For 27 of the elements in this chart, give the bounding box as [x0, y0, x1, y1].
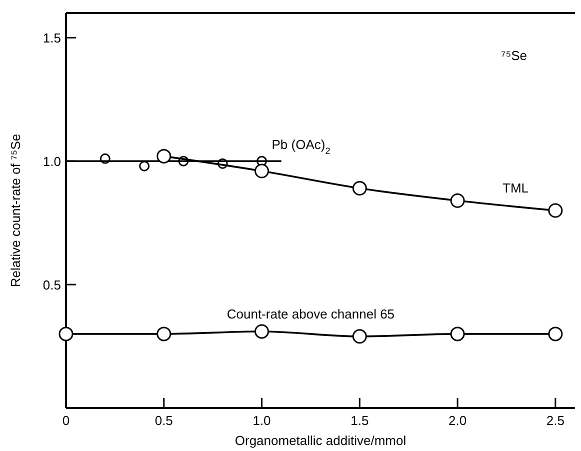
- point: [254, 324, 270, 339]
- point: [352, 181, 367, 196]
- x-tick-label: 1.5: [350, 413, 369, 428]
- point: [352, 329, 367, 344]
- x-tick-label: 0: [62, 413, 70, 428]
- y-axis-title: Relative count-rate of ⁷⁵Se: [8, 134, 23, 288]
- y-tick-label: 1.0: [42, 154, 61, 170]
- point: [254, 164, 270, 178]
- series-label: Pb (OAc)$_{2}$: [272, 137, 330, 156]
- annotation: ⁷⁵Se: [501, 48, 527, 63]
- y-tick-label: 0.5: [42, 278, 61, 293]
- point: [548, 326, 563, 342]
- point: [548, 203, 563, 218]
- point: [156, 326, 172, 342]
- x-tick-label: 2.0: [448, 413, 467, 428]
- x-tick-label: 0.5: [154, 413, 173, 428]
- point: [139, 160, 150, 172]
- x-tick-label: 2.5: [546, 413, 564, 428]
- series-label: TML: [502, 180, 529, 196]
- point: [156, 148, 172, 164]
- y-tick-label: 1.5: [42, 30, 61, 46]
- point: [58, 326, 74, 342]
- point: [450, 326, 465, 342]
- point: [450, 193, 465, 208]
- series-label: Count-rate above channel 65: [226, 306, 395, 322]
- x-axis-title: Organometallic additive/mmol: [234, 433, 406, 448]
- x-tick-label: 1.0: [252, 413, 271, 428]
